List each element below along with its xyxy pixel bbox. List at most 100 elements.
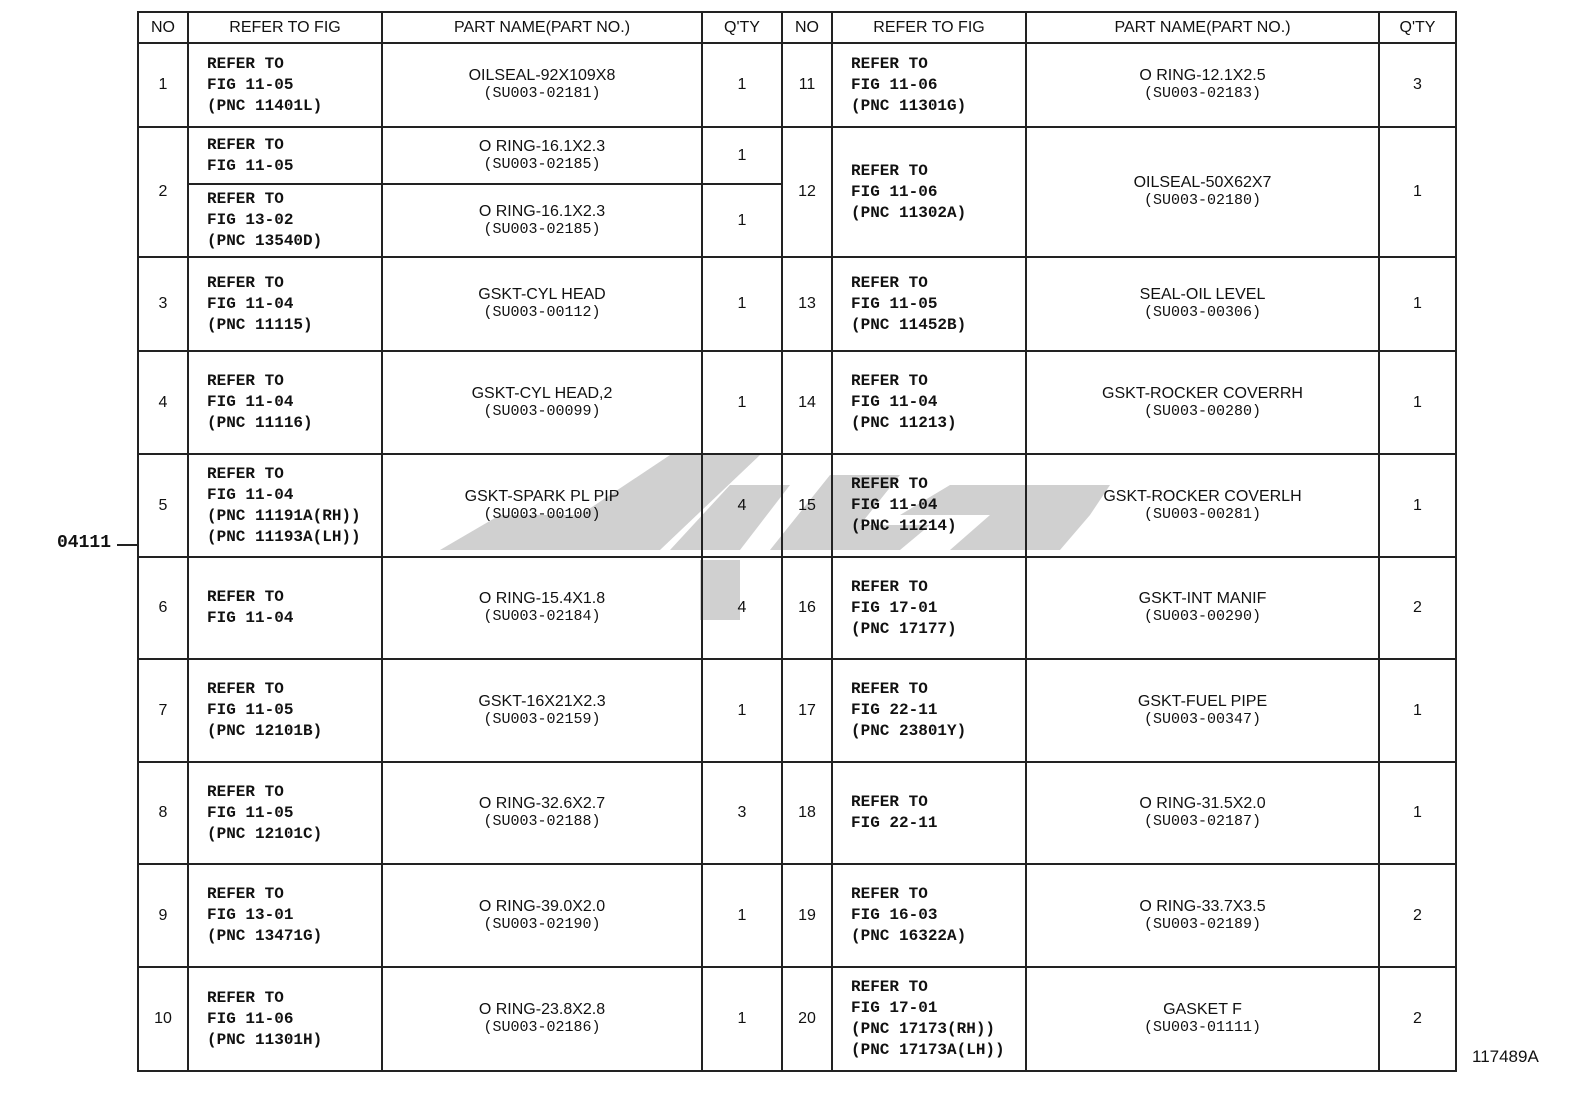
callout-leader-line [117,544,137,546]
refer-line: REFER TO [207,988,284,1007]
refer-line: REFER TO [851,978,928,996]
header-qty: Q'TY [701,11,783,44]
part-name: GSKT-SPARK PL PIP [464,487,620,505]
header-refer: REFER TO FIG [831,11,1027,44]
quantity: 1 [737,76,747,93]
left-no-cell: 4 [137,350,189,455]
left-qty-cell: 1 [701,350,783,455]
right-refer-cell: REFER TO FIG 22-11 [831,761,1027,865]
quantity: 2 [1413,1010,1422,1027]
refer-line: FIG 11-04 [851,496,938,514]
part-number: (SU003-02189) [1143,915,1262,933]
part-name: O RING-12.1X2.5 [1139,67,1266,84]
item-number: 20 [798,1010,816,1027]
refer-line: FIG 11-05 [207,701,294,719]
right-refer-cell: REFER TO FIG 22-11 (PNC 23801Y) [831,658,1027,763]
refer-line: REFER TO [851,54,928,73]
part-number: (SU003-02180) [1143,192,1262,209]
left-no-cell: 8 [137,761,189,865]
refer-line: FIG 11-06 [851,182,938,201]
part-name: GSKT-CYL HEAD [478,286,606,303]
right-qty-cell: 1 [1378,658,1457,763]
left-no-cell: 10 [137,966,189,1072]
right-no-cell: 18 [781,761,833,865]
refer-line: FIG 11-04 [207,609,294,627]
part-number: (SU003-02185) [483,220,601,238]
right-part-cell: O RING-31.5X2.0 (SU003-02187) [1025,761,1380,865]
item-number: 2 [158,183,168,200]
item-number: 8 [158,804,168,821]
left-part-cell: O RING-23.8X2.8 (SU003-02186) [381,966,703,1072]
left-no-cell: 9 [137,863,189,968]
right-qty-cell: 2 [1378,556,1457,660]
right-part-cell: O RING-33.7X3.5 (SU003-02189) [1025,863,1380,968]
refer-line: REFER TO [207,135,284,154]
item-number: 11 [798,76,816,93]
refer-line: REFER TO [207,190,284,208]
left-qty-cell: 1 [701,863,783,968]
right-no-cell: 14 [781,350,833,455]
right-qty-cell: 2 [1378,966,1457,1072]
right-refer-cell: REFER TO FIG 11-04 (PNC 11213) [831,350,1027,455]
right-no-cell: 15 [781,453,833,558]
right-no-cell: 11 [781,42,833,128]
left-refer-cell: REFER TO FIG 11-06 (PNC 11301H) [187,966,383,1072]
left-qty-cell: 4 [701,556,783,660]
part-number: (SU003-01111) [1143,1019,1262,1036]
quantity: 1 [737,146,747,164]
quantity: 1 [737,701,747,719]
header-row: NO REFER TO FIG PART NAME(PART NO.) Q'TY… [137,11,1457,44]
refer-line: (PNC 11401L) [207,96,323,115]
item-number: 6 [158,599,168,616]
refer-line: FIG 13-01 [207,906,294,924]
left-part-cell: O RING-32.6X2.7 (SU003-02188) [381,761,703,865]
right-no-cell: 20 [781,966,833,1072]
figure-number: 117489A [1472,1047,1539,1066]
right-no-cell: 19 [781,863,833,968]
callout-label: 04111 [57,533,112,553]
refer-line: REFER TO [207,54,284,73]
right-qty-cell: 2 [1378,863,1457,968]
left-part-cell: OILSEAL-92X109X8 (SU003-02181) [381,42,703,128]
left-refer-cell: REFER TO FIG 11-05 (PNC 11401L) [187,42,383,128]
left-qty-cell: 1 [701,42,783,128]
right-qty-cell: 1 [1378,256,1457,352]
part-number: (SU003-02188) [483,813,601,830]
part-name: GSKT-CYL HEAD,2 [471,384,613,402]
refer-line: REFER TO [207,680,284,698]
right-qty-cell: 1 [1378,453,1457,558]
refer-line: (PNC 11301H) [207,1030,323,1049]
quantity: 3 [737,804,747,821]
right-no-cell: 13 [781,256,833,352]
item-number: 5 [158,496,168,514]
item-number: 3 [158,295,168,312]
refer-line: (PNC 11452B) [851,315,967,334]
part-number: (SU003-00099) [483,402,601,420]
refer-line: REFER TO [207,273,284,292]
refer-line: FIG 11-05 [207,803,294,822]
refer-line: (PNC 11191A(RH)) [207,506,361,525]
part-number: (SU003-02159) [483,710,601,728]
refer-line: FIG 13-02 [207,211,294,229]
part-name: O RING-15.4X1.8 [478,590,606,607]
quantity: 1 [1413,701,1422,719]
quantity: 1 [737,1010,747,1027]
right-refer-cell: REFER TO FIG 16-03 (PNC 16322A) [831,863,1027,968]
table-row: 8 REFER TO FIG 11-05 (PNC 12101C) O RING-32.… [137,761,1457,865]
part-number: (SU003-02187) [1143,813,1262,830]
right-no-cell: 16 [781,556,833,660]
refer-line: FIG 16-03 [851,906,938,924]
item-number: 14 [798,393,816,411]
header-no: NO [137,11,189,44]
part-number: (SU003-00306) [1143,304,1262,321]
refer-line: REFER TO [207,885,284,903]
part-name: O RING-16.1X2.3 [478,137,606,155]
refer-line: (PNC 11193A(LH)) [207,527,361,546]
refer-line: (PNC 11213) [851,414,957,432]
part-name: GSKT-FUEL PIPE [1137,692,1268,710]
refer-line: REFER TO [851,577,928,596]
part-name: OILSEAL-92X109X8 [468,67,616,84]
refer-line: (PNC 12101B) [207,722,323,740]
right-part-cell: OILSEAL-50X62X7 (SU003-02180) [1025,126,1380,258]
item-number: 13 [798,295,816,312]
